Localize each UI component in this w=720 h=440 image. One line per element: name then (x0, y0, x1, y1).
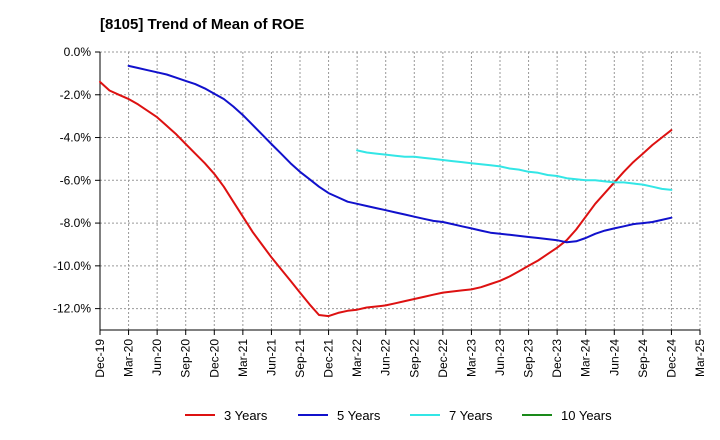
x-tick-label: Mar-22 (350, 339, 364, 377)
x-tick-label: Mar-24 (579, 339, 593, 377)
x-tick-label: Sep-22 (407, 339, 421, 378)
y-tick-label: -12.0% (53, 302, 91, 316)
x-tick-label: Dec-22 (436, 339, 450, 378)
x-tick-label: Mar-20 (122, 339, 136, 377)
x-tick-label: Jun-23 (493, 339, 507, 376)
x-tick-label: Sep-23 (522, 339, 536, 378)
chart-axes (99, 52, 700, 331)
series-lines (99, 64, 673, 318)
y-axis-ticks: 0.0% -2.0% -4.0% -6.0% -8.0% -10.0% -12.0% (53, 45, 100, 316)
y-tick-label: -10.0% (53, 259, 91, 273)
chart-title: [8105] Trend of Mean of ROE (100, 16, 305, 33)
x-tick-label: Dec-19 (93, 339, 107, 378)
legend-label-7-years: 7 Years (449, 408, 493, 423)
series-line-3-years (99, 80, 673, 318)
y-tick-label: -6.0% (60, 173, 92, 187)
x-axis-ticks: Dec-19 Mar-20 Jun-20 Sep-20 Dec-20 Mar-21 Jun-… (93, 330, 707, 378)
x-tick-label: Dec-21 (322, 339, 336, 378)
x-tick-label: Dec-23 (550, 339, 564, 378)
x-tick-label: Sep-21 (293, 339, 307, 378)
x-tick-label: Dec-24 (664, 339, 678, 378)
legend-label-5-years: 5 Years (337, 408, 381, 423)
legend-label-3-years: 3 Years (224, 408, 268, 423)
y-tick-label: -8.0% (60, 216, 92, 230)
x-tick-label: Dec-20 (207, 339, 221, 378)
legend-label-10-years: 10 Years (561, 408, 612, 423)
x-tick-label: Mar-25 (693, 339, 707, 377)
y-tick-label: 0.0% (64, 45, 92, 59)
x-tick-label: Mar-21 (236, 339, 250, 377)
x-tick-label: Jun-22 (379, 339, 393, 376)
x-tick-label: Sep-24 (636, 339, 650, 378)
legend: 3 Years 5 Years 7 Years 10 Years (185, 408, 612, 423)
series-line-5-years (127, 64, 673, 244)
grid-lines (99, 51, 701, 330)
x-tick-label: Sep-20 (179, 339, 193, 378)
x-tick-label: Mar-23 (464, 339, 478, 377)
y-tick-label: -2.0% (60, 88, 92, 102)
series-line-7-years (356, 149, 673, 191)
x-tick-label: Jun-20 (150, 339, 164, 376)
x-tick-label: Jun-24 (607, 339, 621, 376)
x-tick-label: Jun-21 (264, 339, 278, 376)
y-tick-label: -4.0% (60, 131, 92, 145)
